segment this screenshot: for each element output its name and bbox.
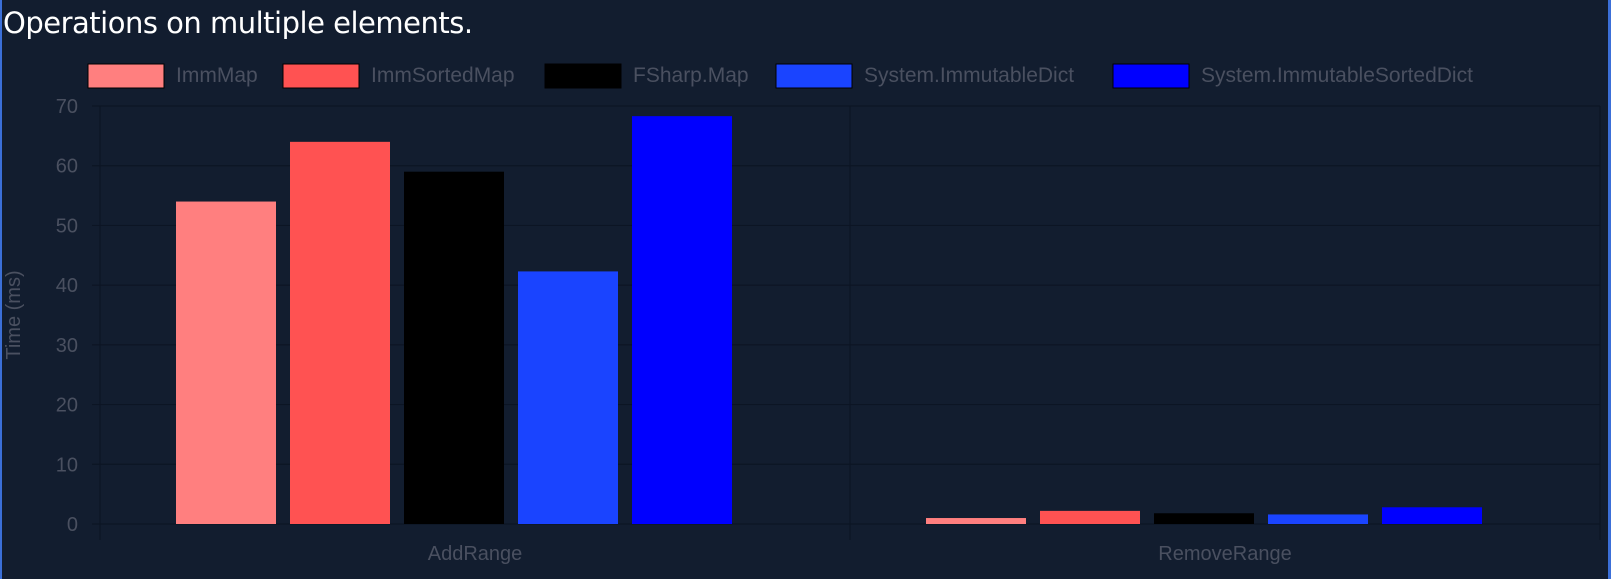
legend-label: ImmMap [176, 64, 258, 87]
bar-fsharp-map-addrange [404, 171, 504, 524]
y-tick-label: 60 [56, 156, 78, 178]
legend-label: FSharp.Map [633, 64, 749, 87]
x-tick-label: AddRange [428, 543, 523, 565]
window-right-border [1608, 0, 1611, 579]
legend-swatch [87, 63, 165, 89]
x-tick-label: RemoveRange [1158, 543, 1291, 565]
bar-immmap-addrange [176, 201, 276, 525]
legend-label: System.ImmutableDict [864, 64, 1074, 87]
bar-system-immutablesorteddict-addrange [632, 116, 732, 524]
y-tick-label: 20 [56, 395, 78, 417]
bar-system-immutabledict-removerange [1268, 514, 1368, 524]
y-tick-label: 0 [67, 514, 78, 536]
y-tick-label: 10 [56, 454, 78, 476]
legend-swatch [544, 63, 622, 89]
y-tick-label: 50 [56, 215, 78, 237]
bar-system-immutablesorteddict-removerange [1382, 507, 1482, 524]
bar-system-immutabledict-addrange [518, 271, 618, 524]
legend-swatch [775, 63, 853, 89]
y-tick-label: 70 [56, 96, 78, 118]
window-left-border [0, 0, 2, 579]
legend-label: ImmSortedMap [371, 64, 515, 87]
bar-fsharp-map-removerange [1154, 513, 1254, 524]
bar-immsortedmap-removerange [1040, 510, 1140, 524]
legend-swatch [282, 63, 360, 89]
y-axis-title: Time (ms) [3, 270, 25, 359]
legend-swatch [1112, 63, 1190, 89]
bar-immsortedmap-addrange [290, 141, 390, 525]
chart-title: Operations on multiple elements. [3, 6, 473, 40]
y-tick-label: 40 [56, 275, 78, 297]
bar-immmap-removerange [926, 518, 1026, 524]
y-tick-label: 30 [56, 335, 78, 357]
legend-label: System.ImmutableSortedDict [1201, 64, 1473, 87]
